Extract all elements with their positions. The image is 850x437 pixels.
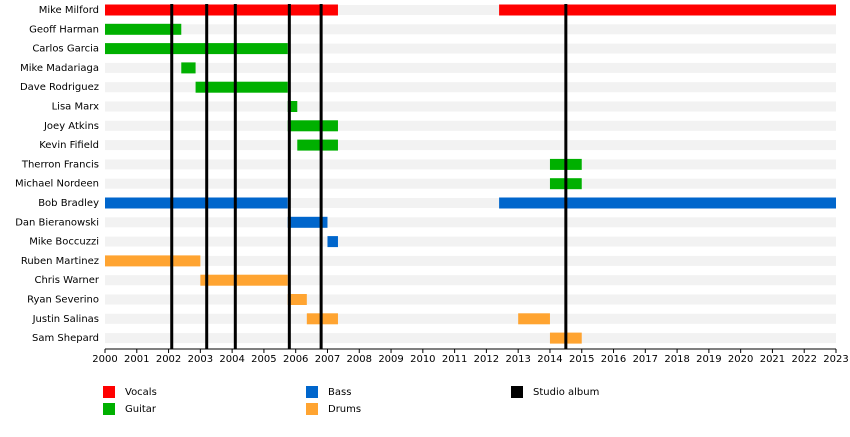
x-tick-label: 2006 — [283, 354, 308, 365]
member-label: Dave Rodriguez — [20, 82, 99, 93]
bar — [195, 81, 288, 93]
row-background — [105, 236, 836, 247]
member-label: Sam Shepard — [32, 333, 99, 344]
x-tick-label: 2003 — [188, 354, 213, 365]
x-tick-label: 2004 — [219, 354, 244, 365]
x-tick-label: 2019 — [696, 354, 721, 365]
member-label: Dan Bieranowski — [15, 217, 99, 228]
legend-swatch — [511, 386, 523, 398]
x-tick-label: 2017 — [633, 354, 658, 365]
x-tick-label: 2011 — [442, 354, 467, 365]
member-label: Bob Bradley — [38, 198, 99, 209]
member-label: Geoff Harman — [29, 24, 99, 35]
member-label: Mike Boccuzzi — [29, 237, 99, 248]
bar — [287, 120, 338, 132]
x-tick-label: 2022 — [791, 354, 816, 365]
bar — [297, 139, 338, 151]
bar — [181, 62, 196, 74]
member-label: Joey Atkins — [43, 121, 99, 132]
row-background — [105, 217, 836, 228]
legend-swatch — [306, 386, 318, 398]
row-background — [105, 120, 836, 131]
x-tick-label: 2018 — [664, 354, 689, 365]
x-tick-label: 2007 — [315, 354, 340, 365]
member-label: Therron Francis — [21, 159, 99, 170]
x-tick-label: 2005 — [251, 354, 276, 365]
legend-label: Drums — [328, 404, 361, 415]
x-tick-label: 2020 — [728, 354, 753, 365]
x-tick-label: 2001 — [124, 354, 149, 365]
row-background — [105, 101, 836, 112]
member-label: Lisa Marx — [52, 102, 99, 113]
member-label: Carlos Garcia — [32, 44, 99, 55]
legend-label: Vocals — [125, 387, 157, 398]
bar — [200, 274, 288, 286]
bar — [105, 23, 182, 35]
row-background — [105, 313, 836, 324]
bar — [518, 313, 550, 325]
legend-swatch — [306, 403, 318, 415]
legend-label: Bass — [328, 387, 351, 398]
row-background — [105, 255, 836, 266]
row-background — [105, 43, 836, 54]
x-tick-label: 2002 — [156, 354, 181, 365]
bar — [105, 255, 201, 267]
row-background — [105, 333, 836, 344]
bar — [287, 101, 298, 112]
row-background — [105, 62, 836, 73]
row-background — [105, 294, 836, 305]
x-tick-label: 2014 — [537, 354, 562, 365]
member-label: Michael Nordeen — [15, 179, 99, 190]
member-label: Ryan Severino — [27, 295, 99, 306]
member-label: Justin Salinas — [32, 314, 99, 325]
bar — [499, 4, 836, 16]
x-tick-label: 2023 — [823, 354, 848, 365]
legend-label: Studio album — [533, 387, 599, 398]
row-background — [105, 275, 836, 286]
member-label: Mike Milford — [39, 5, 99, 16]
bar — [287, 216, 328, 228]
member-label: Chris Warner — [34, 275, 99, 286]
x-tick-label: 2016 — [601, 354, 626, 365]
row-background — [105, 140, 836, 151]
member-label: Mike Madariaga — [20, 63, 99, 74]
legend-swatch — [103, 386, 115, 398]
legend-label: Guitar — [125, 404, 157, 415]
bar — [105, 4, 338, 16]
x-tick-label: 2009 — [378, 354, 403, 365]
row-background — [105, 198, 836, 208]
row-background — [105, 159, 836, 170]
x-tick-label: 2010 — [410, 354, 435, 365]
x-tick-label: 2000 — [92, 354, 117, 365]
member-label: Ruben Martinez — [21, 256, 99, 267]
x-tick-label: 2013 — [505, 354, 530, 365]
bar — [287, 294, 307, 305]
x-tick-label: 2021 — [760, 354, 785, 365]
bar — [105, 43, 288, 55]
member-label: Kevin Fifield — [39, 140, 99, 151]
x-tick-label: 2015 — [569, 354, 594, 365]
row-background — [105, 5, 836, 15]
row-background — [105, 82, 836, 93]
bar — [327, 236, 338, 248]
row-background — [105, 178, 836, 189]
bar — [105, 197, 288, 209]
row-background — [105, 24, 836, 35]
x-tick-label: 2008 — [347, 354, 372, 365]
legend-swatch — [103, 403, 115, 415]
bar — [499, 197, 836, 209]
x-tick-label: 2012 — [474, 354, 499, 365]
